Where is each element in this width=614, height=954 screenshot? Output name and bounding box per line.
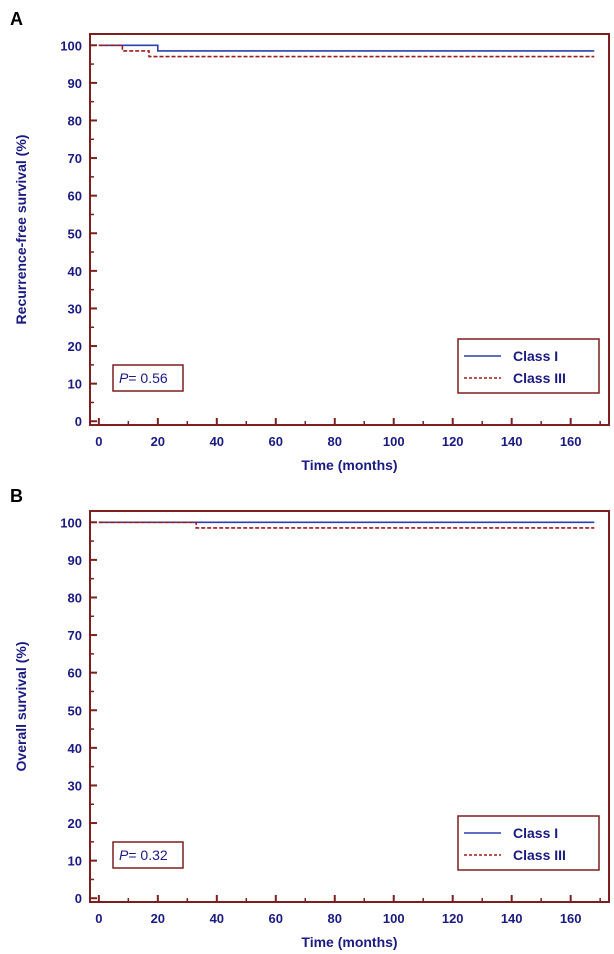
- p-value: = 0.32: [128, 847, 168, 863]
- x-tick-label: 100: [383, 911, 405, 926]
- legend-label-class-i: Class I: [513, 825, 558, 841]
- x-tick-label: 40: [210, 434, 224, 449]
- plot-frame: [89, 510, 610, 903]
- x-tick-label: 20: [151, 911, 165, 926]
- legend-box: [457, 815, 600, 871]
- y-tick-label: 100: [60, 38, 82, 53]
- legend-label-class-iii: Class III: [513, 370, 566, 386]
- x-tick-label: 80: [328, 434, 342, 449]
- y-tick-label: 30: [68, 301, 82, 316]
- y-tick-label: 10: [68, 377, 82, 392]
- y-tick-label: 40: [68, 741, 82, 756]
- y-tick-label: 0: [75, 891, 82, 906]
- p-value-text: P= 0.56: [119, 370, 168, 386]
- x-tick-label: 160: [560, 434, 582, 449]
- x-tick-label: 0: [95, 911, 102, 926]
- y-tick-label: 30: [68, 778, 82, 793]
- y-tick-label: 20: [68, 816, 82, 831]
- y-tick-label: 0: [75, 414, 82, 429]
- y-tick-label: 90: [68, 553, 82, 568]
- x-tick-label: 40: [210, 911, 224, 926]
- y-axis-title: Overall survival (%): [13, 642, 29, 772]
- y-tick-label: 100: [60, 515, 82, 530]
- y-tick-label: 70: [68, 628, 82, 643]
- x-tick-label: 20: [151, 434, 165, 449]
- series-line-class-iii: [98, 44, 595, 58]
- y-tick-label: 60: [68, 666, 82, 681]
- y-tick-label: 70: [68, 151, 82, 166]
- y-tick-label: 50: [68, 703, 82, 718]
- x-tick-label: 160: [560, 911, 582, 926]
- plot-frame: [89, 33, 610, 426]
- x-axis-title: Time (months): [301, 457, 397, 473]
- p-value-box: [112, 841, 184, 869]
- x-tick-label: 0: [95, 434, 102, 449]
- y-tick-label: 50: [68, 226, 82, 241]
- x-tick-label: 120: [442, 434, 464, 449]
- y-tick-label: 40: [68, 264, 82, 279]
- y-tick-label: 20: [68, 339, 82, 354]
- y-tick-label: 60: [68, 189, 82, 204]
- x-tick-label: 140: [501, 434, 523, 449]
- p-value: = 0.56: [128, 370, 168, 386]
- p-symbol: P: [119, 370, 129, 386]
- p-symbol: P: [119, 847, 129, 863]
- x-tick-label: 60: [269, 434, 283, 449]
- y-axis-title: Recurrence-free survival (%): [13, 135, 29, 325]
- panel-a: A 0 10 20 30 40 50 60 70 80 90 100 0 20 40 60 80 100 120 14…: [10, 9, 610, 473]
- panel-b: B 0 10 20 30 40 50 60 70 80 90 100 0 20 40 60 80 100 120 14…: [10, 486, 610, 950]
- x-axis-title: Time (months): [301, 934, 397, 950]
- legend-box: [457, 338, 600, 394]
- x-tick-label: 60: [269, 911, 283, 926]
- x-tick-label: 140: [501, 911, 523, 926]
- y-tick-label: 80: [68, 590, 82, 605]
- y-tick-label: 10: [68, 854, 82, 869]
- legend-label-class-i: Class I: [513, 348, 558, 364]
- p-value-box: [112, 364, 184, 392]
- panel-letter: B: [10, 486, 23, 506]
- series-line-class-i: [98, 44, 595, 52]
- legend-label-class-iii: Class III: [513, 847, 566, 863]
- x-tick-label: 100: [383, 434, 405, 449]
- p-value-text: P= 0.32: [119, 847, 168, 863]
- y-tick-label: 90: [68, 76, 82, 91]
- panel-letter: A: [10, 9, 23, 29]
- series-line-class-iii: [98, 521, 595, 529]
- x-tick-label: 80: [328, 911, 342, 926]
- y-tick-label: 80: [68, 113, 82, 128]
- x-tick-label: 120: [442, 911, 464, 926]
